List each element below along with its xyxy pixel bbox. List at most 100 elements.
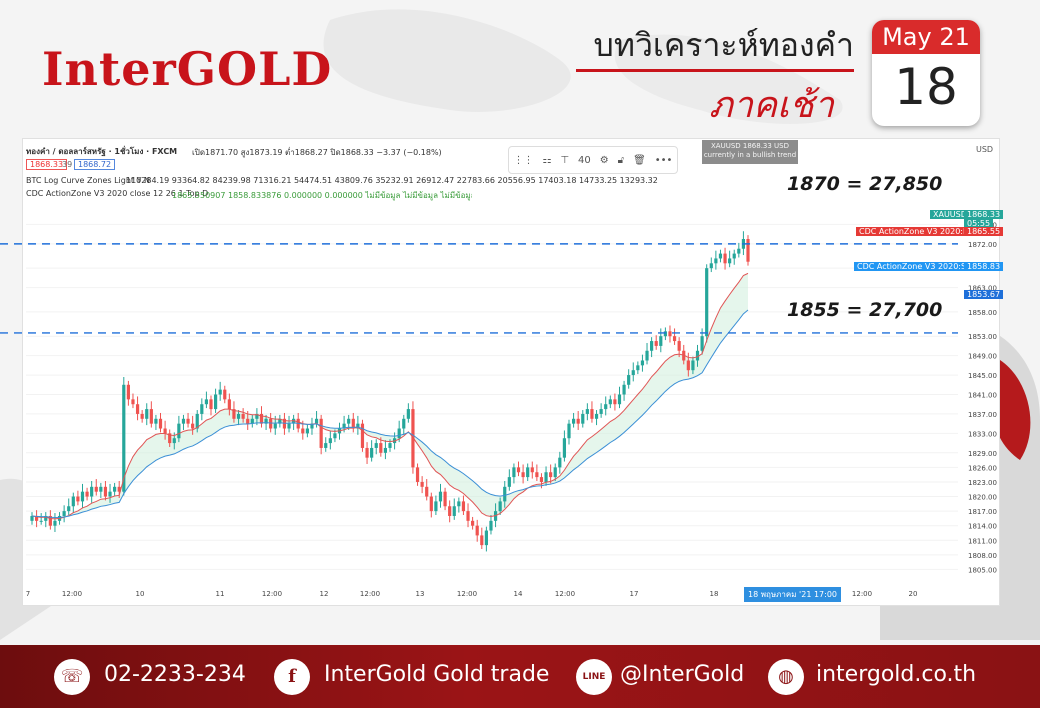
- candle-body: [489, 520, 493, 531]
- time-tick-label: 12:00: [852, 590, 872, 598]
- candle-body: [558, 457, 562, 468]
- candle-body: [135, 404, 140, 414]
- candle-body: [438, 491, 443, 502]
- time-tick-label: 7: [26, 590, 30, 598]
- bid-price[interactable]: 1868.33: [26, 159, 68, 170]
- candle-body: [383, 447, 388, 453]
- phone-icon: ☏: [54, 659, 90, 695]
- candle-body: [746, 239, 750, 262]
- time-tick-label: 17: [630, 590, 639, 598]
- support-annotation: 1855 = 27,700: [787, 299, 943, 321]
- calendar-day: 18: [894, 58, 958, 116]
- candle-body: [631, 370, 635, 376]
- candle-body: [145, 409, 149, 419]
- chart-symbol[interactable]: ทองคำ / ดอลลาร์สหรัฐ · 1ชั่วโมง · FXCM: [26, 147, 178, 156]
- globe-icon: ◍: [768, 659, 804, 695]
- candle-body: [507, 477, 511, 487]
- candle-body: [342, 423, 346, 429]
- chart-panel[interactable]: [22, 138, 1000, 606]
- candle-body: [471, 520, 475, 526]
- footer-facebook[interactable]: InterGold Gold trade: [324, 662, 550, 687]
- candle-body: [452, 506, 456, 516]
- more-icon[interactable]: •••: [654, 154, 673, 166]
- time-tick-label: 12:00: [360, 590, 380, 598]
- candle-body: [526, 467, 530, 478]
- price-tick-label: 1841.00: [968, 392, 997, 400]
- currency-label[interactable]: USD: [976, 145, 994, 154]
- candle-body: [379, 443, 383, 453]
- line-tool-icon[interactable]: ⊤: [560, 154, 570, 166]
- candle-body: [269, 418, 273, 429]
- candle-body: [195, 413, 199, 429]
- candle-body: [177, 423, 181, 439]
- gear-icon[interactable]: ⚙: [599, 154, 609, 166]
- candle-body: [370, 447, 374, 458]
- candle-body: [498, 501, 502, 512]
- candle-body: [204, 399, 209, 405]
- candle-body: [461, 501, 466, 512]
- footer-web[interactable]: intergold.co.th: [816, 662, 977, 687]
- candle-body: [273, 423, 277, 429]
- candle-body: [360, 423, 365, 448]
- fast-ema-line: [31, 272, 749, 520]
- candle-body: [347, 418, 351, 424]
- candle-body: [213, 394, 218, 410]
- candle-body: [415, 467, 420, 482]
- candle-body: [324, 443, 328, 448]
- candle-body: [613, 399, 617, 405]
- candle-body: [535, 472, 539, 478]
- candle-body: [131, 399, 135, 405]
- trash-icon[interactable]: 🗑︎: [633, 154, 646, 166]
- candle-body: [695, 350, 700, 361]
- candle-body: [163, 428, 167, 434]
- candle-body: [292, 418, 296, 424]
- line-width-value[interactable]: 40: [578, 154, 591, 166]
- candle-body: [186, 418, 190, 424]
- brand-logo: InterGOLD: [42, 42, 333, 96]
- candle-body: [714, 258, 718, 264]
- candle-body: [172, 438, 176, 444]
- price-tick-label: 1829.00: [968, 450, 997, 458]
- candle-body: [365, 447, 369, 458]
- candle-body: [30, 515, 34, 521]
- candle-body: [544, 472, 548, 482]
- candle-body: [434, 501, 438, 512]
- indicator1-name[interactable]: BTC Log Curve Zones Light Y N: [26, 176, 151, 185]
- footer-phone[interactable]: 02-2233-234: [104, 662, 246, 687]
- candle-body: [604, 404, 608, 410]
- candle-body: [305, 428, 309, 434]
- contact-footer: [0, 645, 1040, 708]
- candle-body: [668, 331, 672, 337]
- calendar-badge: May 21 18: [872, 20, 980, 126]
- headline-subtitle: ภาคเช้า: [709, 85, 834, 126]
- candle-body: [475, 525, 479, 536]
- footer-line[interactable]: @InterGold: [620, 662, 745, 687]
- candle-body: [255, 413, 259, 419]
- candle-body: [232, 409, 236, 419]
- candle-body: [246, 418, 250, 424]
- candle-body: [553, 467, 557, 478]
- candle-body: [599, 409, 603, 414]
- time-tick-label: 11: [216, 590, 225, 598]
- price-tick-label: 1808.00: [968, 552, 997, 560]
- lock-icon[interactable]: 🔓︎: [617, 154, 625, 166]
- price-tick-label: 1823.00: [968, 479, 997, 487]
- template-icon[interactable]: ⚏: [542, 154, 552, 166]
- candle-body: [549, 472, 553, 478]
- candle-body: [448, 506, 452, 516]
- candle-body: [236, 413, 241, 419]
- candle-body: [34, 515, 39, 521]
- drawing-toolbar[interactable]: ⋮⋮ ⚏ ⊤ 40 ⚙ 🔓︎ 🗑︎ •••: [508, 146, 678, 174]
- grip-icon[interactable]: ⋮⋮: [513, 154, 534, 166]
- candle-body: [259, 413, 264, 424]
- candle-body: [728, 258, 732, 264]
- indicator2-values: 1865.550907 1858.833876 0.000000 0.00000…: [172, 191, 472, 200]
- time-cursor-label: 18 พฤษภาคม '21 17:00: [744, 587, 842, 602]
- facebook-icon: f: [274, 659, 310, 695]
- indicator2-name[interactable]: CDC ActionZone V3 2020 close 12 26 1 Top…: [26, 189, 209, 198]
- candle-body: [691, 360, 695, 371]
- ask-price[interactable]: 1868.72: [74, 159, 116, 170]
- candle-body: [314, 418, 319, 424]
- candle-body: [700, 336, 704, 351]
